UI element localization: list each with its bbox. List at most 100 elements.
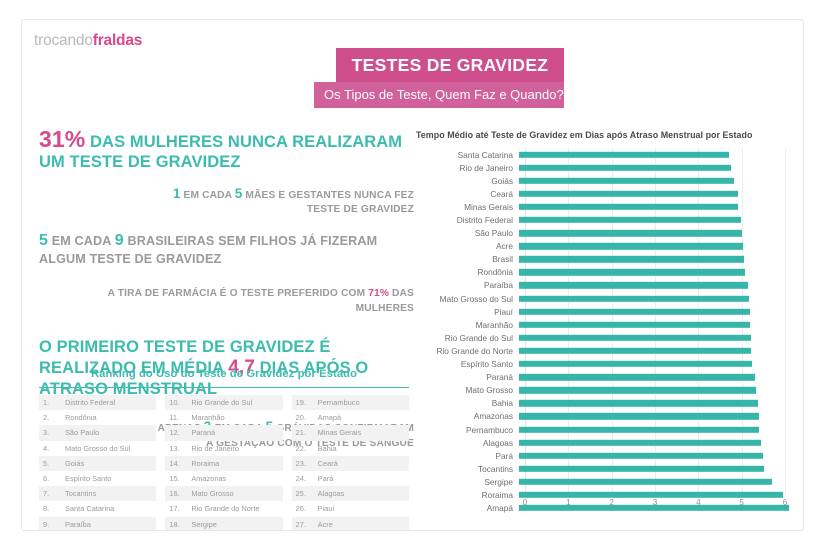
chart-bar: [519, 452, 763, 459]
ranking-position: 25.: [295, 489, 306, 499]
chart-bar: [519, 387, 757, 394]
ranking-position: 20.: [295, 413, 306, 423]
chart-category-label: Maranhão: [475, 319, 513, 330]
chart-bar-track: [519, 240, 799, 253]
chart-bar: [519, 504, 789, 512]
ranking-row: 7. Tocantins: [39, 486, 157, 502]
chart-bar: [519, 269, 746, 276]
chart-category-label: Amapá: [486, 503, 513, 514]
chart-x-tick-label: 6: [782, 498, 788, 507]
ranking-position: 11.: [169, 413, 180, 423]
ranking-row: 19. Pernambuco: [291, 395, 409, 411]
chart-category-label: São Paulo: [474, 228, 513, 239]
chart-bar-row: Sergipe: [414, 475, 799, 488]
chart-gridline: [568, 148, 570, 493]
chart-bar: [519, 426, 760, 433]
chart-category-label: Mato Grosso do Sul: [439, 293, 513, 304]
chart-bar-track: [519, 292, 799, 305]
stat-1-in-5-second-number: 5: [234, 185, 243, 201]
ranking-state-name: Rio de Janeiro: [191, 443, 239, 453]
chart-bar-row: Santa Catarina: [414, 148, 799, 161]
stat-first-test-head: O PRIMEIRO TESTE DE GRAVIDEZ É REALIZADO…: [39, 337, 331, 378]
chart-bar-row: Acre: [414, 240, 799, 253]
chart-bar: [519, 151, 729, 158]
chart-bar-track: [519, 200, 799, 213]
ranking-row: 21. Minas Gerais: [291, 425, 409, 441]
chart-bar-track: [519, 502, 799, 515]
chart-category-label: Roraima: [481, 489, 513, 500]
chart-bar-track: [519, 187, 799, 200]
ranking-position: 15.: [169, 474, 180, 484]
ranking-row: 27. Acre: [291, 516, 409, 530]
chart-category-label: Paraná: [486, 372, 513, 383]
stat-pharmacy-head: A TIRA DE FARMÁCIA É O TESTE PREFERIDO C…: [107, 288, 366, 300]
chart-category-label: Tocantins: [477, 463, 513, 474]
chart-bar: [519, 465, 764, 472]
chart-bar-track: [519, 449, 799, 462]
chart-category-label: Brasil: [492, 254, 513, 265]
stat-1-in-5-first-number: 1: [172, 185, 181, 201]
stat-pharmacy-percent: 71%: [368, 288, 390, 300]
stat-5-in-9-second-number: 9: [114, 231, 124, 249]
chart-bar: [519, 439, 761, 446]
chart-category-label: Rondônia: [477, 267, 513, 278]
stat-5-in-9-line: 5 EM CADA 9 BRASILEIRAS SEM FILHOS JÁ FI…: [39, 230, 414, 269]
ranking-row: 9. Paraíba: [39, 516, 157, 530]
ranking-row: 2. Rondônia: [39, 410, 156, 425]
ranking-position: 12.: [169, 428, 180, 438]
chart-bar: [519, 203, 739, 211]
ranking-state-name: Pará: [317, 474, 334, 484]
ranking-panel: Ranking do Uso do Teste de Gravidez por …: [39, 368, 409, 530]
chart-bar: [519, 243, 743, 250]
ranking-position: 6.: [43, 474, 50, 484]
ranking-row: 3. São Paulo: [39, 425, 157, 441]
ranking-row: 20. Amapá: [292, 410, 409, 425]
stat-pharmacy-tail: DAS MULHERES: [355, 288, 414, 314]
chart-category-label: Rio Grande do Norte: [436, 345, 513, 356]
chart-bar-track: [519, 423, 799, 436]
ranking-state-name: Sergipe: [191, 519, 217, 529]
chart-bar-row: Piauí: [414, 305, 799, 318]
ranking-row: 1. Distrito Federal: [39, 395, 157, 411]
ranking-column: 19. Pernambuco 20. Amapá 21. Minas Gerais 22. B…: [291, 395, 409, 530]
ranking-position: 5.: [43, 458, 50, 468]
ranking-position: 23.: [295, 458, 306, 468]
ranking-state-name: Rio Grande do Norte: [191, 504, 260, 514]
title-banner: TESTES DE GRAVIDEZ Os Tipos de Teste, Qu…: [314, 48, 564, 108]
chart-bar-track: [519, 161, 799, 174]
chart-x-tick-label: 4: [696, 498, 701, 507]
ranking-position: 18.: [169, 519, 180, 529]
ranking-state-name: Paraíba: [65, 519, 91, 529]
stat-block-first-test-days: O PRIMEIRO TESTE DE GRAVIDEZ É REALIZADO…: [39, 338, 414, 399]
stat-5-in-9-tail: BRASILEIRAS SEM FILHOS JÁ FIZERAM ALGUM …: [39, 233, 378, 267]
ranking-position: 10.: [169, 398, 180, 408]
chart-bar-track: [519, 462, 799, 475]
chart-bar: [519, 177, 734, 184]
chart-bar: [519, 295, 749, 302]
infographic-canvas: trocandofraldas TESTES DE GRAVIDEZ Os Ti…: [21, 19, 804, 531]
stat-block-5-in-9: 5 EM CADA 9 BRASILEIRAS SEM FILHOS JÁ FI…: [39, 230, 414, 269]
chart-x-tick-label: 3: [652, 498, 658, 507]
chart-x-axis: 0 1 2 3 4 5 6: [523, 493, 788, 518]
ranking-state-name: Paraná: [191, 428, 216, 438]
ranking-state-name: Alagoas: [317, 489, 345, 499]
chart-bar: [519, 360, 753, 368]
ranking-state-name: Rondônia: [65, 413, 97, 423]
chart-bar-row: Mato Grosso do Sul: [414, 292, 799, 305]
chart-bar-track: [519, 344, 799, 357]
ranking-row: 25. Alagoas: [291, 486, 409, 502]
ranking-column: 1. Distrito Federal 2. Rondônia 3. São Paulo 4…: [39, 395, 157, 530]
ranking-row: 15. Amazonas: [165, 471, 282, 486]
chart-bar-track: [519, 331, 799, 344]
chart-title: Tempo Médio até Teste de Gravidez em Dia…: [416, 130, 753, 140]
stat-31-percent: 31%: [39, 126, 86, 152]
chart-bar-track: [519, 475, 799, 488]
chart-bar-track: [519, 397, 799, 410]
ranking-row: 16. Mato Grosso: [165, 486, 283, 502]
ranking-row: 6. Espírito Santo: [39, 471, 156, 486]
chart-bar-track: [519, 436, 799, 449]
stat-1-in-5-mid: EM CADA: [183, 189, 232, 201]
chart-category-label: Pernambuco: [465, 424, 513, 435]
chart-bar-track: [519, 227, 799, 240]
